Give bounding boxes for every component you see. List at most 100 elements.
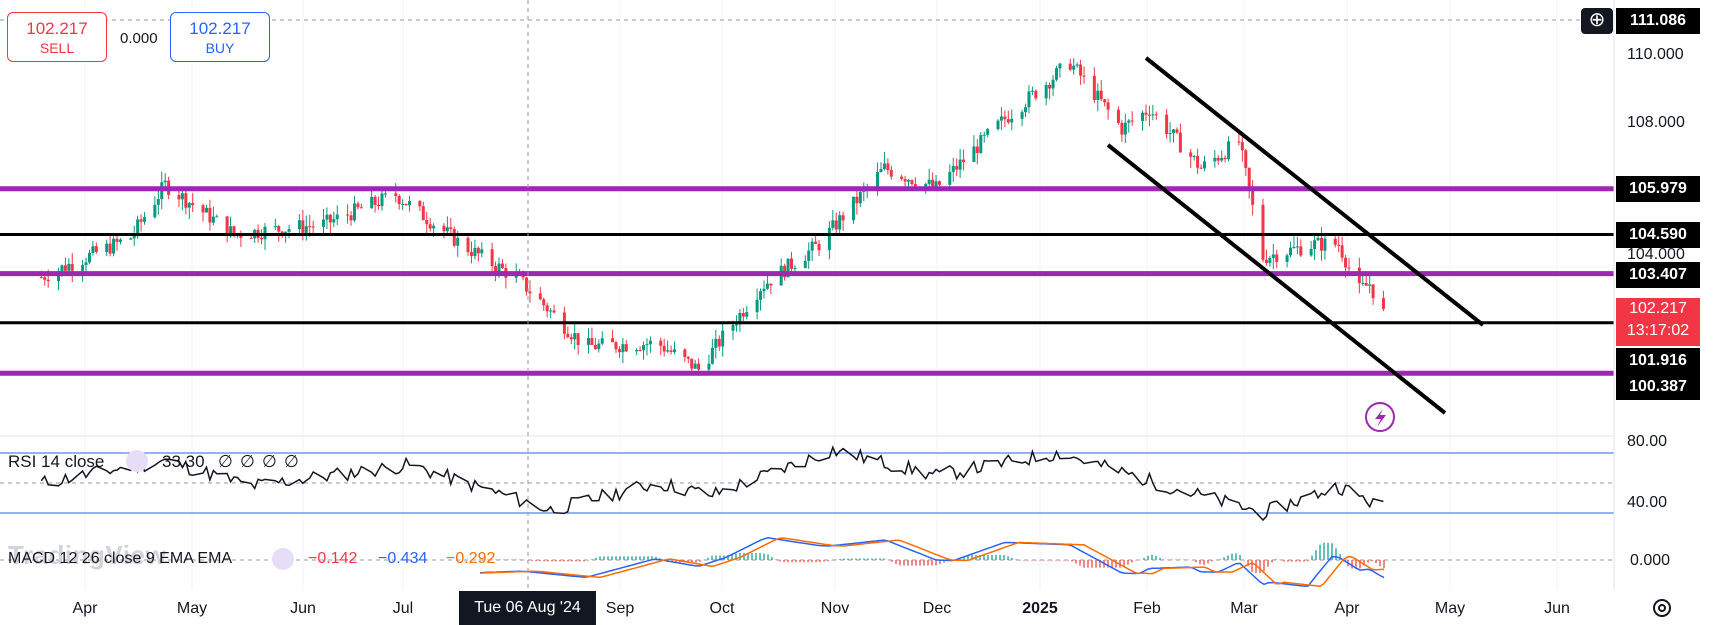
candle-down [611,338,615,343]
candle-down [449,227,453,229]
buy-button[interactable]: 102.217 BUY [170,12,270,62]
candle-down [1299,246,1303,256]
candle-up [951,165,955,172]
rsi-pane [0,445,1614,522]
candle-up [907,180,911,182]
candle-down [569,337,573,340]
candle-down [1364,283,1368,286]
price-tick-104: 104.000 [1627,246,1685,263]
macd-histogram-bar [939,560,941,565]
candle-down [201,205,205,213]
macd-histogram-bar [579,560,581,562]
candle-up [1268,258,1272,263]
candle-down [1251,188,1255,205]
macd-histogram-bar [1083,560,1085,568]
candle-down [346,214,350,216]
candle-up [497,263,501,272]
horizontal-levels [0,186,1614,376]
candle-down [466,237,470,253]
settings-gear-icon[interactable] [1650,596,1674,620]
candle-up [958,159,962,170]
macd-histogram-bar [563,560,565,562]
candle-up [156,199,160,205]
candle-up [1227,141,1231,160]
candle-down [191,202,195,206]
macd-histogram-bar [1351,560,1353,569]
macd-histogram-bar [1323,542,1325,560]
candle-up [1202,161,1206,169]
macd-histogram-bar [539,560,541,562]
candle-up [924,183,928,187]
candle-up [1271,254,1275,259]
candle-up [934,181,938,187]
macd-refresh-icon[interactable] [272,548,294,570]
macd-histogram-bar [1015,559,1017,560]
macd-histogram-bar [715,555,717,560]
macd-histogram-bar [799,560,801,563]
level-tag-104590: 104.590 [1616,222,1700,248]
macd-histogram-bar [1267,560,1269,567]
candle-down [697,363,701,370]
macd-histogram-bar [627,556,629,560]
macd-histogram-bar [999,555,1001,560]
candle-up [129,238,133,240]
candle-down [208,207,212,223]
candle-up [445,227,449,232]
candle-down [397,195,401,205]
candle-down [494,266,498,272]
macd-label[interactable]: MACD 12 26 close 9 EMA EMA [8,550,233,567]
candle-up [118,239,122,242]
add-alert-plus-icon[interactable]: ⊕ [1581,8,1613,34]
candle-down [855,196,859,204]
candle-down [1048,84,1052,89]
candle-down [975,146,979,154]
macd-histogram-bar [647,556,649,560]
macd-histogram-bar [631,556,633,560]
candle-down [669,350,673,352]
macd-histogram-bar [1315,550,1317,560]
macd-histogram-bar [915,560,917,566]
macd-histogram-bar [787,560,789,563]
candle-down [1130,120,1134,122]
macd-histogram-bar [1207,560,1209,564]
candle-down [63,265,67,271]
rsi-label[interactable]: RSI 14 close [8,452,105,471]
macd-histogram-bar [1211,560,1213,562]
candle-down [184,193,188,208]
macd-histogram-bar [815,560,817,563]
candle-down [1178,132,1182,153]
macd-histogram-bar [1123,560,1125,567]
candle-up [1192,156,1196,158]
sell-button[interactable]: 102.217 SELL [7,12,107,62]
macd-histogram-bar [567,560,569,562]
candle-up [383,193,387,195]
candle-down [889,170,893,177]
candle-down [1340,245,1344,258]
candle-up [187,202,191,208]
candle-up [996,120,1000,130]
rsi-refresh-icon[interactable] [126,450,148,472]
macd-histogram-bar [867,558,869,560]
tradingview-watermark: TradingView [8,540,167,570]
macd-histogram-bar [807,560,809,563]
macd-histogram-bar [907,560,909,566]
macd-histogram-bar [555,560,557,562]
candle-down [1006,119,1010,123]
candle-up [456,237,460,246]
candle-up [707,363,711,370]
macd-histogram-bar [1255,560,1257,573]
macd-histogram-bar [731,554,733,560]
candle-up [1075,64,1079,66]
candle-up [648,340,652,345]
candle-down [1144,112,1148,115]
candle-up [759,291,763,300]
candle-down [662,345,666,352]
candle-down [452,228,456,246]
candle-up [876,172,880,188]
candle-up [979,134,983,154]
candle-down [1261,204,1265,260]
rsi-value: 33.30 [162,452,205,471]
candle-down [1068,63,1072,70]
macd-histogram-bar [699,560,701,562]
